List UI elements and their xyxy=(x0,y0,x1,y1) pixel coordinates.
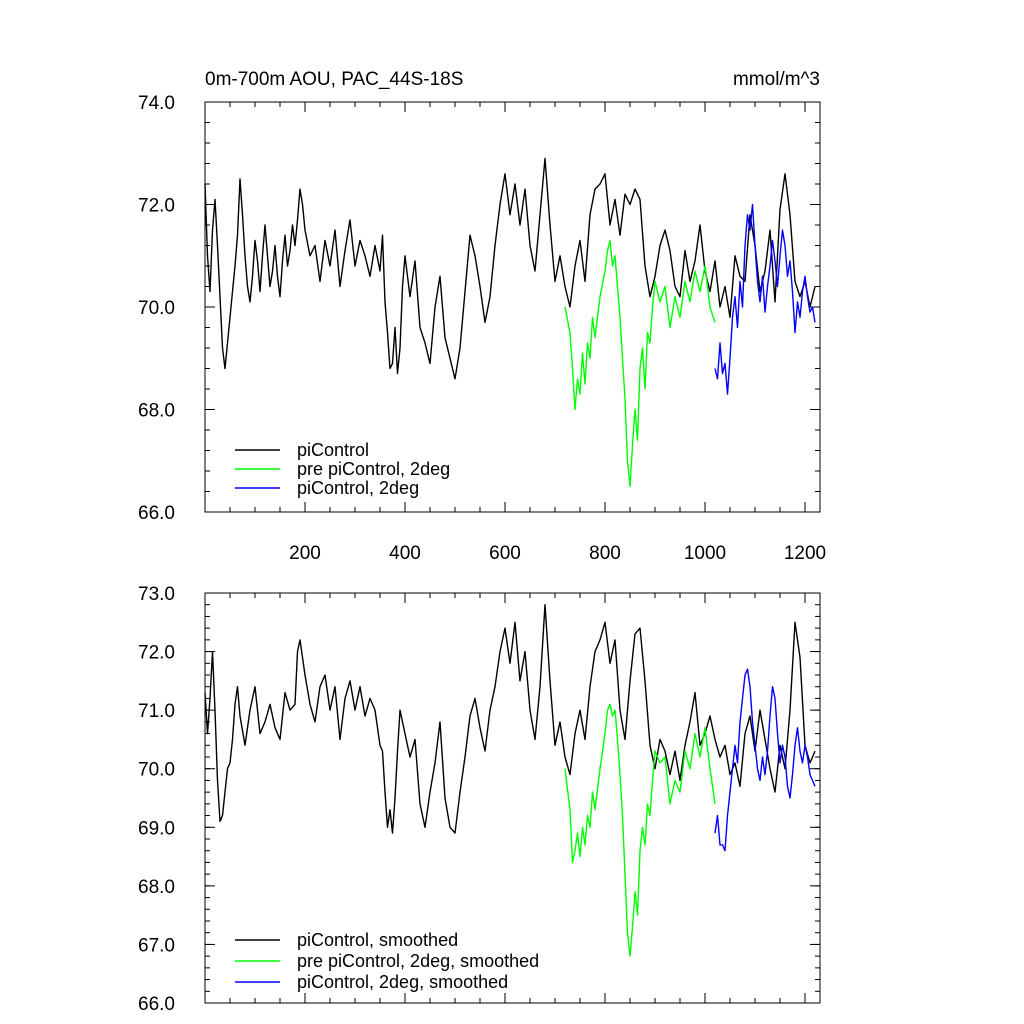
bottom-axis-ticks: 66.0 67.0 68.0 69.0 70.0 71.0 72.0 73.0 xyxy=(138,584,820,1015)
x-tick-label: 600 xyxy=(489,543,521,564)
bottom-series-group xyxy=(204,604,816,957)
x-tick-label: 800 xyxy=(589,543,621,564)
legend-label: piControl, 2deg, smoothed xyxy=(297,972,508,992)
x-tick-label: 1000 xyxy=(684,543,726,564)
y-tick-label: 71.0 xyxy=(138,701,175,722)
series-line-3 xyxy=(714,203,816,395)
x-tick-label: 1200 xyxy=(784,543,826,564)
legend-label: piControl xyxy=(297,440,369,460)
y-tick-label: 72.0 xyxy=(138,196,175,217)
y-tick-label: 69.0 xyxy=(138,818,175,839)
x-tick-label: 200 xyxy=(289,543,321,564)
y-tick-label: 73.0 xyxy=(138,584,175,605)
top-panel-units: mmol/m^3 xyxy=(733,69,820,90)
top-series-group xyxy=(204,157,816,488)
y-tick-label: 72.0 xyxy=(138,643,175,664)
series-line-1 xyxy=(204,604,816,834)
legend-label: piControl, smoothed xyxy=(297,930,458,950)
bottom-panel: 66.0 67.0 68.0 69.0 70.0 71.0 72.0 73.0 piContr… xyxy=(138,584,821,1015)
y-tick-label: 68.0 xyxy=(138,877,175,898)
series-line-1 xyxy=(204,157,816,380)
legend-label: piControl, 2deg xyxy=(297,478,419,498)
x-tick-label: 400 xyxy=(389,543,421,564)
y-tick-label: 68.0 xyxy=(138,401,175,422)
y-tick-label: 67.0 xyxy=(138,935,175,956)
series-line-2 xyxy=(564,239,716,488)
y-tick-label: 66.0 xyxy=(138,503,175,524)
bottom-plot-frame xyxy=(204,592,821,1004)
series-line-3 xyxy=(714,668,816,852)
top-panel: 0m-700m AOU, PAC_44S-18S mmol/m^3 66.0 68… xyxy=(138,69,826,564)
y-tick-label: 70.0 xyxy=(138,760,175,781)
y-tick-label: 74.0 xyxy=(138,93,175,114)
series-line-2 xyxy=(564,703,716,957)
legend-label: pre piControl, 2deg xyxy=(297,459,450,479)
top-axis-ticks: 66.0 68.0 70.0 72.0 74.0 200 400 600 800 1000 1200 xyxy=(138,93,826,564)
y-tick-label: 66.0 xyxy=(138,994,175,1015)
legend-label: pre piControl, 2deg, smoothed xyxy=(297,951,539,971)
top-panel-title: 0m-700m AOU, PAC_44S-18S xyxy=(205,69,463,90)
y-tick-label: 70.0 xyxy=(138,298,175,319)
